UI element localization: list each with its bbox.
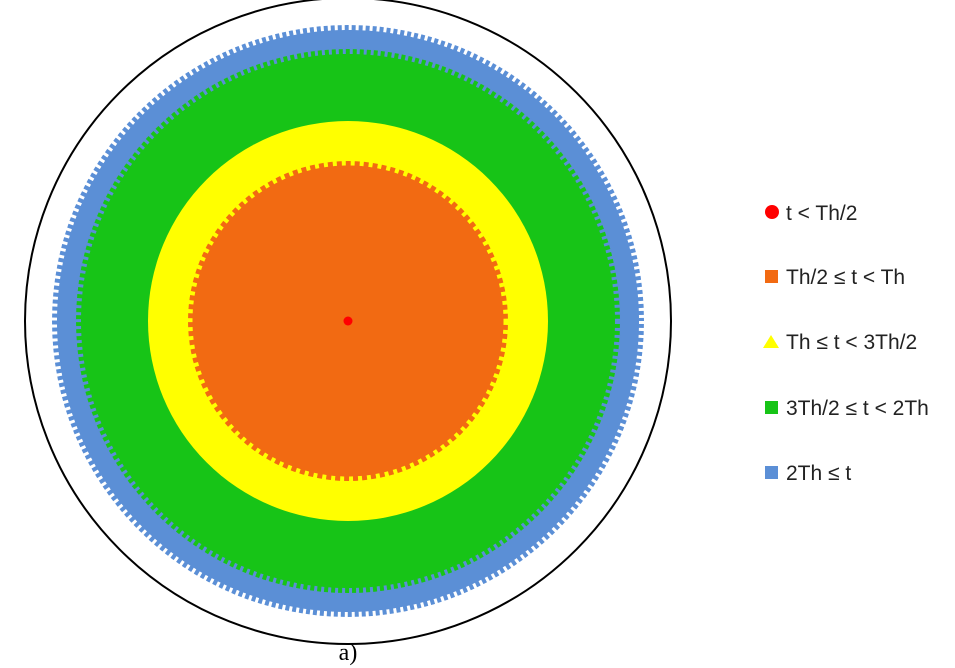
boundary-circle: [24, 0, 672, 645]
legend-marker-square: [765, 401, 778, 414]
legend-marker-square: [765, 270, 778, 283]
legend-marker-square: [765, 466, 778, 479]
legend: t < Th/2 Th/2 ≤ t < Th Th ≤ t < 3Th/2 3T…: [763, 202, 929, 485]
legend-label: Th ≤ t < 3Th/2: [786, 331, 917, 354]
legend-marker-triangle: [763, 335, 779, 348]
figure-caption: a): [339, 640, 358, 666]
zones: [51, 24, 645, 618]
legend-item: t < Th/2: [765, 202, 857, 225]
legend-item: 2Th ≤ t: [765, 462, 851, 485]
legend-label: 2Th ≤ t: [786, 462, 851, 485]
legend-item: Th/2 ≤ t < Th: [765, 266, 905, 289]
legend-marker-circle: [765, 205, 779, 219]
zone-blue-edge: [51, 24, 645, 618]
zone-green-edge: [75, 48, 621, 594]
zone-below-th2: [343, 316, 353, 326]
zone-orange-edge: [187, 160, 509, 482]
legend-label: 3Th/2 ≤ t < 2Th: [786, 397, 929, 420]
legend-item: 3Th/2 ≤ t < 2Th: [765, 397, 929, 420]
legend-item: Th ≤ t < 3Th/2: [763, 331, 917, 354]
legend-label: t < Th/2: [786, 202, 857, 225]
legend-label: Th/2 ≤ t < Th: [786, 266, 905, 289]
